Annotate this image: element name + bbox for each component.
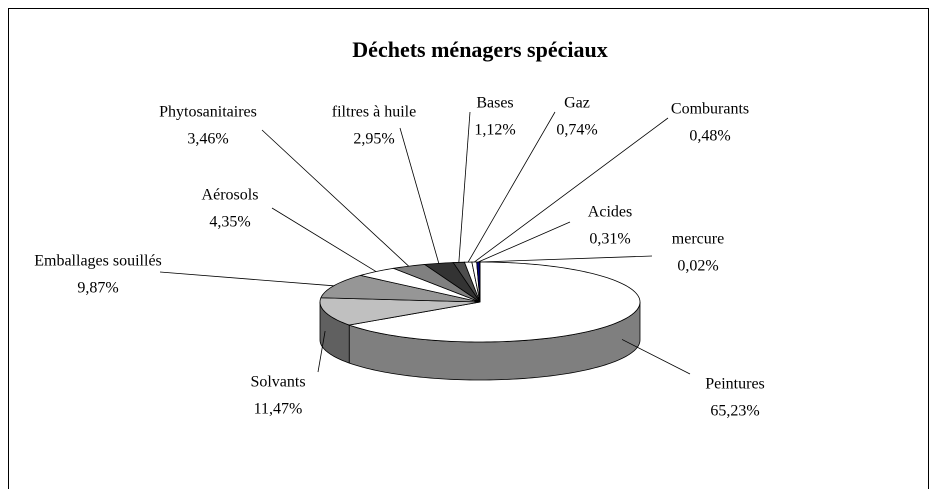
slice-label: Solvants [250, 374, 305, 391]
leader-line [474, 117, 669, 263]
slice [319, 297, 481, 326]
slice-label: Aérosols [202, 187, 259, 204]
slice-label: Gaz [564, 95, 590, 112]
slice [347, 261, 641, 343]
slice [392, 264, 481, 303]
leader-line [159, 271, 334, 287]
slice-label: filtres à huile [332, 104, 416, 121]
leader-line [621, 339, 691, 375]
slice-label: Emballages souillés [34, 253, 162, 270]
leader-line [261, 129, 409, 267]
slice-label: Comburants [671, 101, 749, 118]
slice-value-label: 2,95% [353, 131, 394, 148]
slice-value-label: 0,31% [589, 231, 630, 248]
leader-line [478, 221, 571, 263]
slice-value-label: 0,48% [689, 128, 730, 145]
slice-label: Bases [476, 95, 513, 112]
leader-line [271, 207, 377, 272]
leader-line [317, 330, 326, 373]
slice [360, 267, 481, 303]
slice-label: Acides [588, 204, 632, 221]
slice [320, 275, 481, 303]
slice-value-label: 11,47% [254, 401, 303, 418]
leader-line [467, 111, 556, 263]
chart-title: Déchets ménagers spéciaux [352, 37, 607, 62]
slice-label: Phytosanitaires [159, 104, 257, 121]
leader-line [399, 127, 440, 264]
slice-label: Peintures [705, 376, 765, 393]
slice-value-label: 3,46% [187, 131, 228, 148]
chart-border [8, 8, 929, 489]
slice-value-label: 9,87% [77, 280, 118, 297]
slice-value-label: 1,12% [474, 122, 515, 139]
slice-value-label: 4,35% [209, 214, 250, 231]
slice-label: mercure [672, 231, 724, 248]
leader-line [458, 111, 471, 263]
slice-value-label: 0,02% [677, 258, 718, 275]
slice-value-label: 0,74% [556, 122, 597, 139]
slice-value-label: 65,23% [710, 403, 759, 420]
leader-line [479, 255, 653, 263]
